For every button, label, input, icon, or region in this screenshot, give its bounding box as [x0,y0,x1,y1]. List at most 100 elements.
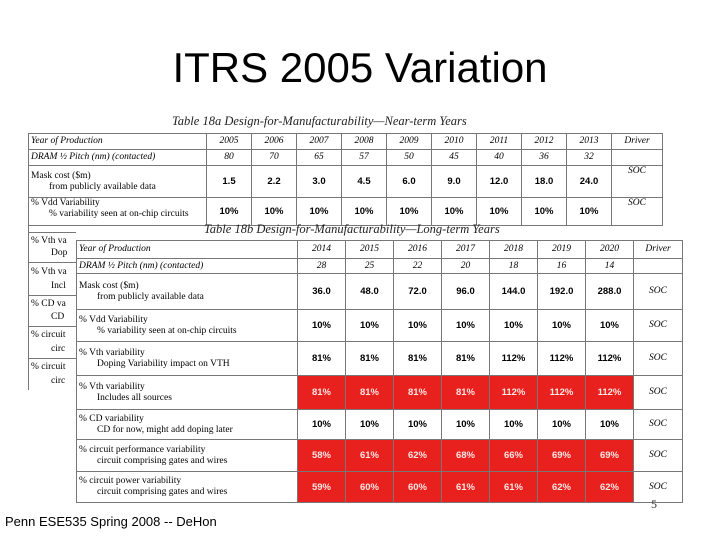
table-b-row: % Vth variability Doping Variability impa… [76,341,683,376]
table-b-value: 10% [393,409,442,440]
table-a-clipped-labels: % Vth va Dop % Vth va Incl % CD va CD % … [28,222,76,390]
table-a-vdd-row: % Vdd Variability % variability seen at … [28,197,663,226]
table-a-pitch-row: DRAM ½ Pitch (nm) (contacted) 80 70 65 5… [28,149,663,166]
table-b-value: 10% [345,409,394,440]
table-a-mask-value: 4.5 [341,165,387,198]
table-a-mask-value: 12.0 [476,165,522,198]
table-b-pitch: 16 [537,258,586,274]
table-b-value: 62% [393,439,442,472]
table-a-year: 2012 [521,133,567,150]
table-a-year: 2010 [431,133,477,150]
table-a-year: 2006 [251,133,297,150]
table-b-driver: SOC [633,273,683,310]
table-b-value: 192.0 [537,273,586,310]
table-a-fragment: % Vth va [31,267,67,277]
row-divider [29,232,76,233]
table-b-row-label: % circuit power variability circuit compr… [76,471,298,503]
table-a-vdd-label: % Vdd Variability % variability seen at … [28,197,207,226]
footer-text: Penn ESE535 Spring 2008 -- DeHon [5,514,217,529]
table-b-pitch: 18 [489,258,538,274]
table-b-pitch-row: DRAM ½ Pitch (nm) (contacted) 28 25 22 2… [76,258,683,274]
table-b-pitch-label: DRAM ½ Pitch (nm) (contacted) [76,258,298,274]
table-a-pitch: 65 [296,149,342,166]
table-a-mask-value: 1.5 [206,165,252,198]
table-b-row-label: % Vth variability Doping Variability impa… [76,341,298,376]
table-b-pitch: 14 [585,258,634,274]
table-b-value: 10% [537,309,586,342]
table-b-value: 81% [393,375,442,410]
table-b-value: 10% [393,309,442,342]
table-b-value: 10% [441,409,490,440]
table-b-value: 81% [393,341,442,376]
table-b-row: Mask cost ($m) from publicly available da… [76,273,683,310]
table-b-value: 66% [489,439,538,472]
table-a-mask-driver: SOC [611,165,663,198]
table-a-fragment: % CD va [31,299,66,309]
table-b-value: 10% [345,309,394,342]
table-b-value: 60% [393,471,442,503]
table-b-driver: SOC [633,471,683,503]
table-a-vdd-label-2: % variability seen at on-chip circuits [49,209,189,219]
table-b-row: % circuit power variability circuit compr… [76,471,683,503]
table-a-year: 2009 [386,133,432,150]
table-b-row-label-2: Includes all sources [97,392,172,403]
table-b-value: 68% [441,439,490,472]
row-divider [29,326,76,327]
table-a-pitch-label: DRAM ½ Pitch (nm) (contacted) [28,149,207,166]
table-b-year-row: Year of Production 2014 2015 2016 2017 2… [76,240,683,259]
table-b-value: 60% [345,471,394,503]
row-divider [29,295,76,296]
table-b-row-label-2: circuit comprising gates and wires [97,487,228,497]
table-a-fragment: Dop [51,248,68,258]
table-a-year: 2007 [296,133,342,150]
table-b-year: 2016 [393,240,442,259]
table-b-value: 81% [441,375,490,410]
page-number: 5 [651,497,657,511]
table-a-year: 2005 [206,133,252,150]
table-a-mask-label-1: Mask cost ($m) [31,170,91,181]
table-a-pitch: 45 [431,149,477,166]
table-b-row: % CD variability CD for now, might add do… [76,409,683,440]
table-b-caption: Table 18b Design-for-Manufacturability—L… [204,222,500,236]
table-b-value: 36.0 [297,273,346,310]
table-a-pitch: 40 [476,149,522,166]
table-b-body: Mask cost ($m) from publicly available da… [76,273,683,503]
table-b-value: 62% [585,471,634,503]
table-b-value: 81% [441,341,490,376]
table-a-mask-label: Mask cost ($m) from publicly available d… [28,165,207,198]
table-a-vdd-label-1: % Vdd Variability [31,198,100,209]
table-a-pitch: 36 [521,149,567,166]
table-a-mask-label-2: from publicly available data [49,181,156,192]
table-a-year: 2008 [341,133,387,150]
table-b-row: % Vth variability Includes all sources 81%… [76,375,683,410]
table-b-value: 48.0 [345,273,394,310]
table-a-year-row: Year of Production 2005 2006 2007 2008 2… [28,133,663,150]
table-b-pitch: 28 [297,258,346,274]
row-divider [29,358,76,359]
table-a-fragment: CD [51,312,65,322]
table-a-fragment: circ [51,344,66,354]
table-b-pitch: 20 [441,258,490,274]
table-a-mask-value: 9.0 [431,165,477,198]
table-b-value: 10% [297,309,346,342]
table-b-driver: SOC [633,309,683,342]
table-a-year: 2013 [566,133,612,150]
table-b-value: 59% [297,471,346,503]
table-a-year-label: Year of Production [28,133,207,150]
table-a-mask-value: 3.0 [296,165,342,198]
table-b-value: 61% [441,471,490,503]
table-b-year: 2015 [345,240,394,259]
table-b-year: 2019 [537,240,586,259]
table-b-year: 2014 [297,240,346,259]
table-b-driver: SOC [633,439,683,472]
table-b-row: % circuit performance variability circuit… [76,439,683,472]
table-a-fragment: % circuit [31,330,66,340]
table-b-row-label: Mask cost ($m) from publicly available da… [76,273,298,310]
table-b-row-label-1: % CD variability [79,413,144,424]
table-a-mask-value: 18.0 [521,165,567,198]
table-a-empty-cell [611,149,663,166]
table-b-value: 58% [297,439,346,472]
table-a-mask-value: 6.0 [386,165,432,198]
table-b-row-label-1: % Vdd Variability [79,314,148,325]
table-a-mask-value: 2.2 [251,165,297,198]
